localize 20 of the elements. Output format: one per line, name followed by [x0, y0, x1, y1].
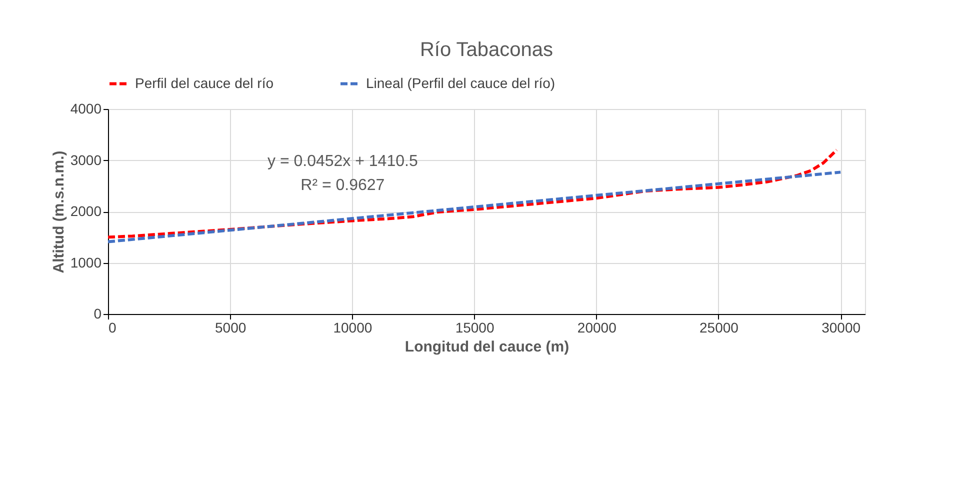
legend-label: Lineal (Perfil del cauce del río): [366, 74, 556, 91]
x-tick-label: 5000: [215, 320, 246, 336]
y-tick-label: 2000: [70, 203, 102, 219]
x-tick-label: 30000: [822, 320, 861, 336]
y-tick-label: 0: [94, 306, 102, 322]
annotation: R² = 0.9627: [300, 177, 385, 194]
y-tick-label: 1000: [70, 254, 102, 270]
x-tick-label: 0: [108, 320, 116, 336]
line-series: [106, 148, 838, 239]
chart-title: Río Tabaconas: [420, 39, 554, 61]
x-axis-title: Longitud del cauce (m): [404, 338, 570, 356]
x-tick-label: 20000: [577, 320, 617, 336]
y-tick-label: 4000: [70, 100, 102, 116]
x-tick-label: 10000: [333, 320, 372, 336]
legend-label: Perfil del cauce del río: [135, 74, 274, 91]
x-tick-label: 25000: [700, 320, 739, 336]
x-tick-label: 15000: [455, 320, 494, 336]
y-tick-label: 3000: [70, 152, 102, 168]
annotation: y = 0.0452x + 1410.5: [268, 153, 418, 170]
y-axis-title: Altitud (m.s.n.m.): [50, 150, 68, 274]
